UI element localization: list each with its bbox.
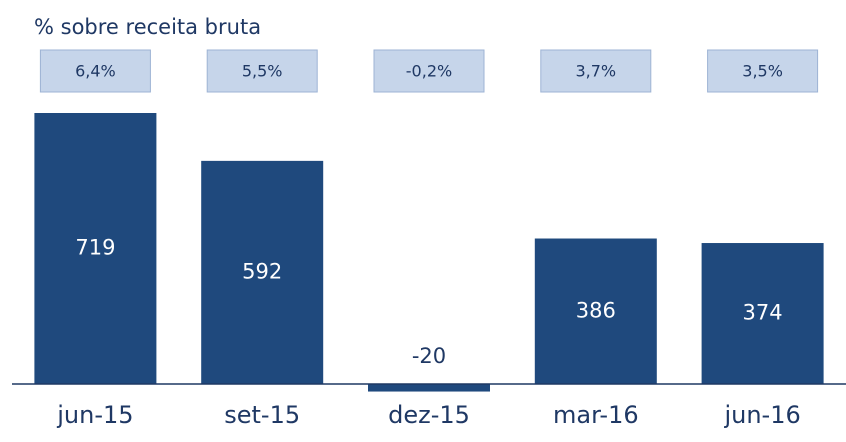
- x-tick-label: jun-16: [723, 401, 800, 429]
- bar: [701, 243, 824, 384]
- margin-label: 6,4%: [75, 62, 116, 81]
- x-tick-label: dez-15: [388, 401, 470, 429]
- x-tick-label: set-15: [224, 401, 300, 429]
- bar: [368, 384, 490, 392]
- margin-box: [540, 49, 652, 93]
- bar-value-label: -20: [412, 344, 446, 368]
- margin-box: [206, 49, 318, 93]
- bar-value-label: 719: [75, 236, 115, 260]
- chart-title: % sobre receita bruta: [34, 15, 261, 39]
- margin-box: [39, 49, 151, 93]
- margin-box: [373, 49, 485, 93]
- bar: [34, 113, 157, 384]
- bar-value-label: 592: [242, 259, 282, 283]
- bar: [201, 160, 324, 384]
- x-tick-label: jun-15: [56, 401, 133, 429]
- margin-label: 5,5%: [242, 62, 283, 81]
- bar: [534, 238, 657, 384]
- margin-label: 3,5%: [742, 62, 783, 81]
- margin-label: -0,2%: [406, 62, 452, 81]
- bar-value-label: 386: [576, 298, 616, 322]
- bar-value-label: 374: [743, 301, 783, 325]
- x-tick-label: mar-16: [553, 401, 639, 429]
- margin-box: [707, 49, 819, 93]
- margin-label: 3,7%: [575, 62, 616, 81]
